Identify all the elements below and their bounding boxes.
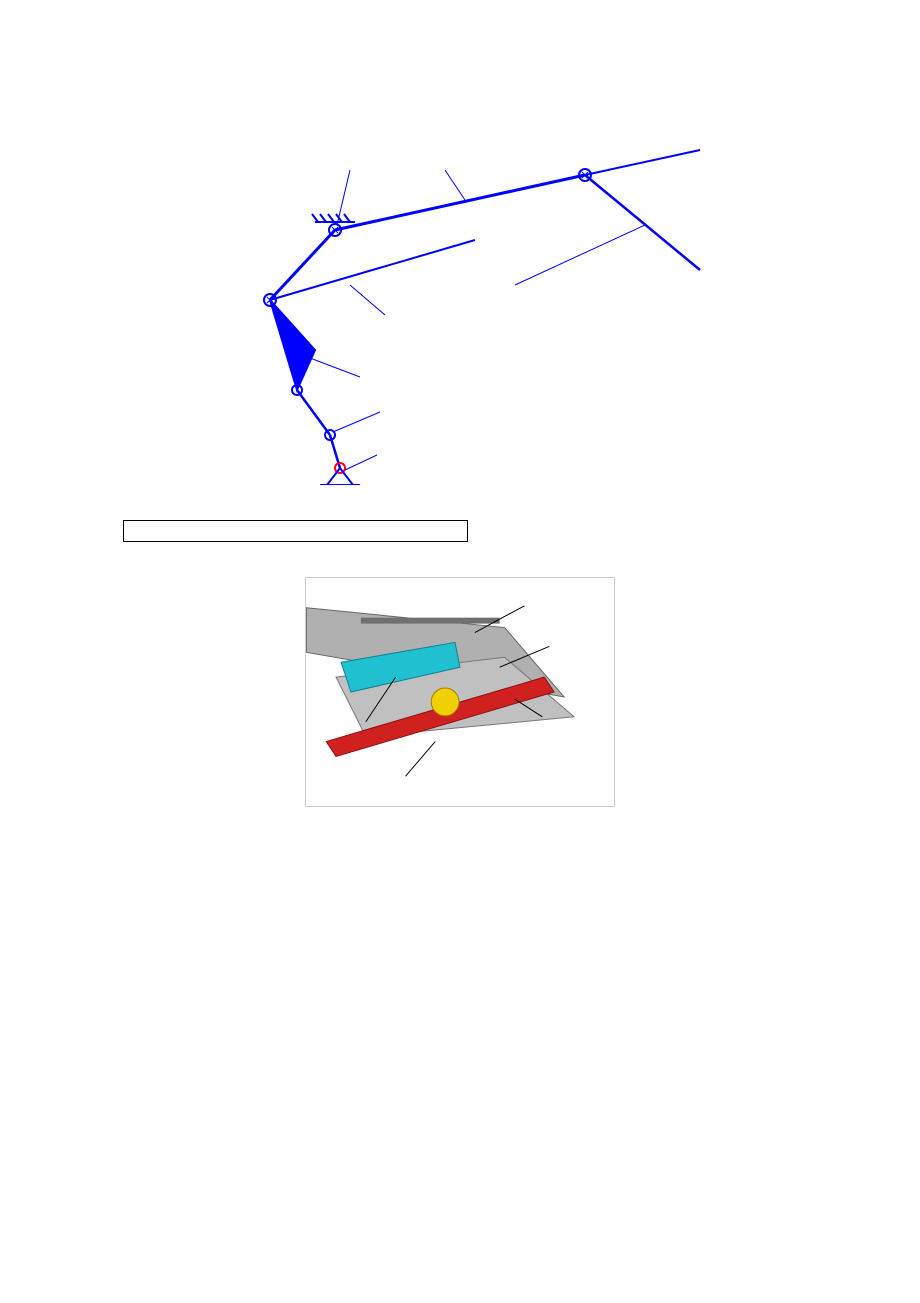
figure-7-diagram xyxy=(305,577,615,807)
figure-7-container xyxy=(0,577,920,812)
page-content xyxy=(0,65,920,820)
animation-line xyxy=(115,520,805,542)
figure-6-container xyxy=(0,130,920,490)
figure-6-diagram xyxy=(215,130,705,485)
body-text-block-1 xyxy=(115,520,805,542)
animation-box xyxy=(123,520,468,542)
